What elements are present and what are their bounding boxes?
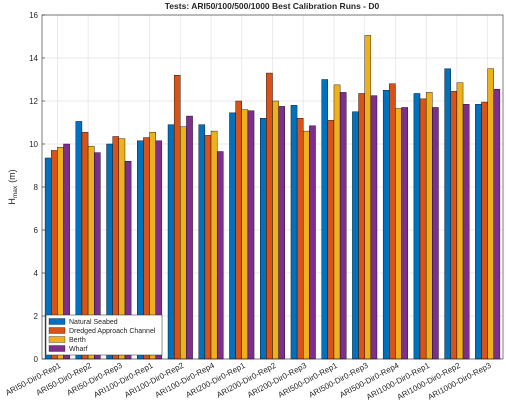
bar bbox=[303, 130, 310, 360]
bar bbox=[481, 101, 488, 360]
bar bbox=[419, 98, 427, 360]
bar bbox=[475, 104, 482, 360]
bar bbox=[180, 126, 187, 360]
bar bbox=[444, 68, 451, 360]
bar bbox=[167, 124, 175, 360]
legend-swatch bbox=[48, 345, 66, 352]
bar bbox=[425, 92, 433, 360]
y-tick-label: 8 bbox=[34, 183, 39, 192]
bar bbox=[266, 72, 273, 360]
bar bbox=[309, 125, 316, 360]
bar bbox=[370, 95, 378, 360]
bar bbox=[290, 105, 298, 360]
y-tick-label: 0 bbox=[34, 355, 39, 364]
legend-label: Wharf bbox=[69, 346, 88, 353]
y-tick-label: 12 bbox=[29, 97, 38, 106]
bar bbox=[216, 151, 224, 360]
bar bbox=[401, 107, 408, 360]
bar bbox=[278, 106, 285, 360]
y-tick-label: 10 bbox=[29, 140, 38, 149]
bar bbox=[364, 35, 372, 360]
plot-border bbox=[41, 14, 504, 360]
bar bbox=[450, 91, 458, 360]
bar bbox=[352, 111, 359, 360]
bar bbox=[327, 120, 335, 360]
bar bbox=[241, 109, 249, 360]
bar bbox=[413, 93, 421, 360]
bar bbox=[333, 84, 341, 360]
bar bbox=[229, 112, 236, 360]
chart-title: Tests: ARI50/100/500/1000 Best Calibrati… bbox=[165, 1, 380, 11]
y-tick-label: 14 bbox=[29, 54, 38, 63]
y-tick-label: 2 bbox=[34, 312, 39, 321]
y-tick-label: 4 bbox=[34, 269, 39, 278]
bar bbox=[260, 117, 267, 360]
bar bbox=[493, 88, 501, 360]
bar bbox=[173, 74, 181, 360]
legend-swatch bbox=[48, 327, 66, 334]
bar bbox=[186, 115, 193, 360]
bar bbox=[395, 108, 402, 360]
y-label-unit: (m) bbox=[7, 169, 17, 183]
legend-box bbox=[45, 314, 163, 356]
legend-label: Natural Seabed bbox=[69, 319, 118, 326]
bar bbox=[210, 130, 218, 360]
bar bbox=[462, 104, 470, 360]
y-label-sub: max bbox=[12, 185, 19, 198]
bar bbox=[204, 135, 212, 360]
y-tick-label: 6 bbox=[34, 226, 39, 235]
bar bbox=[235, 100, 242, 360]
legend-label: Dredged Approach Channel bbox=[69, 328, 156, 335]
bar bbox=[456, 82, 464, 360]
y-tick-label: 16 bbox=[29, 11, 38, 20]
legend-swatch bbox=[48, 318, 66, 325]
bar bbox=[382, 90, 390, 360]
bar bbox=[198, 124, 206, 360]
bar bbox=[339, 92, 347, 360]
bar bbox=[487, 68, 494, 360]
bar bbox=[247, 110, 255, 360]
y-label-main: H bbox=[7, 198, 17, 205]
bar bbox=[358, 93, 365, 360]
bar bbox=[432, 107, 439, 360]
legend-label: Berth bbox=[69, 337, 86, 344]
legend-swatch bbox=[48, 336, 66, 343]
bar bbox=[321, 79, 329, 360]
bar bbox=[296, 117, 304, 360]
bar bbox=[272, 100, 279, 360]
bar bbox=[389, 83, 396, 360]
y-axis-label: Hmax (m) bbox=[7, 169, 19, 204]
